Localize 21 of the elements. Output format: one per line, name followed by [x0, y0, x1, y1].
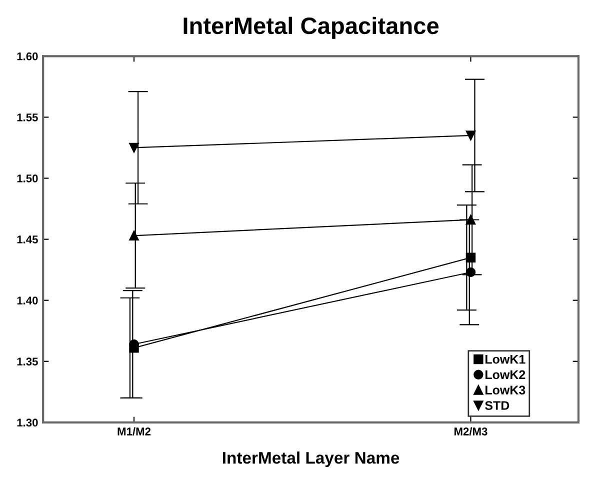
legend-label: LowK1 — [486, 355, 526, 364]
point — [466, 252, 476, 262]
x-tick-label: M1/M2 — [118, 427, 151, 436]
point — [129, 142, 139, 153]
y-tick-label: 1.60 — [17, 52, 38, 60]
y-tick-label: 1.55 — [17, 114, 38, 122]
legend-label: STD — [485, 401, 510, 410]
point — [466, 267, 476, 278]
legend-label: LowK3 — [486, 386, 526, 395]
y-tick-label: 1.45 — [17, 236, 38, 244]
y-tick-label: 1.40 — [17, 296, 38, 304]
y-tick-label: 1.50 — [17, 174, 38, 182]
y-tick-label: 1.30 — [17, 418, 38, 427]
legend-label: LowK2 — [486, 370, 526, 380]
point — [466, 214, 476, 225]
chart-title: InterMetal Capacitance — [184, 16, 439, 39]
point — [466, 130, 476, 140]
x-tick-label: M2/M3 — [454, 427, 488, 436]
x-axis-title: InterMetal Layer Name — [222, 452, 400, 468]
point — [129, 230, 139, 240]
y-tick-label: 1.35 — [17, 358, 38, 366]
